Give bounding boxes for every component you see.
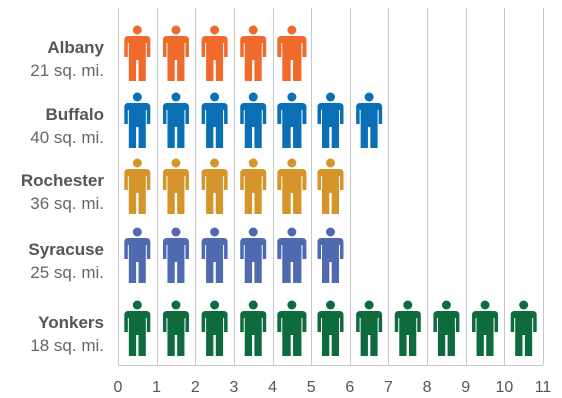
person-icon: [240, 158, 267, 214]
person-icon: [317, 92, 344, 148]
x-tick-label: 3: [229, 379, 238, 396]
person-icon: [201, 92, 228, 148]
person-icon: [277, 300, 307, 356]
person-icon: [356, 92, 383, 148]
person-icon: [162, 227, 189, 283]
category-label: Albany: [47, 38, 104, 57]
person-icon: [201, 227, 228, 283]
person-icon: [277, 158, 307, 214]
x-axis-ticks: 0 1 2 3 4 5 6 7 8 9 10 11: [114, 379, 552, 396]
person-icon: [201, 25, 228, 81]
category-labels: Albany 21 sq. mi. Buffalo 40 sq. mi. Rochest…: [21, 38, 105, 355]
person-icon: [124, 25, 151, 81]
person-icon: [124, 227, 151, 283]
person-icon: [240, 300, 267, 356]
category-label: Syracuse: [28, 240, 104, 259]
person-icon: [124, 300, 151, 356]
category-label: Buffalo: [45, 105, 104, 124]
person-icon: [317, 300, 344, 356]
x-tick-label: 2: [191, 379, 200, 396]
person-icon: [277, 227, 307, 283]
person-icon: [394, 300, 421, 356]
x-tick-label: 11: [535, 379, 552, 396]
x-tick-label: 7: [384, 379, 393, 396]
category-subtitle: 25 sq. mi.: [30, 263, 104, 282]
x-tick-label: 5: [307, 379, 316, 396]
x-tick-label: 0: [114, 379, 123, 396]
category-subtitle: 21 sq. mi.: [30, 61, 104, 80]
person-icons: [124, 25, 537, 356]
category-label: Yonkers: [38, 313, 104, 332]
x-tick-label: 6: [345, 379, 354, 396]
person-icon: [124, 158, 151, 214]
x-tick-label: 1: [152, 379, 161, 396]
person-icon: [124, 92, 151, 148]
x-tick-label: 4: [268, 379, 277, 396]
person-icon: [240, 25, 267, 81]
person-icon: [277, 25, 307, 81]
person-icon: [201, 300, 228, 356]
person-icon: [510, 300, 537, 356]
category-label: Rochester: [21, 171, 105, 190]
person-icon: [433, 300, 460, 356]
person-icon: [162, 25, 189, 81]
x-tick-label: 10: [495, 379, 513, 396]
person-icon: [162, 158, 189, 214]
x-tick-label: 9: [461, 379, 470, 396]
person-icon: [277, 92, 307, 148]
person-icon: [472, 300, 499, 356]
person-icon: [317, 158, 344, 214]
person-icon: [240, 92, 267, 148]
person-icon: [317, 227, 344, 283]
person-icon: [162, 300, 189, 356]
x-tick-label: 8: [423, 379, 432, 396]
category-subtitle: 40 sq. mi.: [30, 128, 104, 147]
person-icon: [356, 300, 383, 356]
person-icon: [240, 227, 267, 283]
category-subtitle: 36 sq. mi.: [30, 194, 104, 213]
grid-lines: [118, 8, 544, 366]
person-icon: [201, 158, 228, 214]
category-subtitle: 18 sq. mi.: [30, 336, 104, 355]
person-icon: [162, 92, 189, 148]
